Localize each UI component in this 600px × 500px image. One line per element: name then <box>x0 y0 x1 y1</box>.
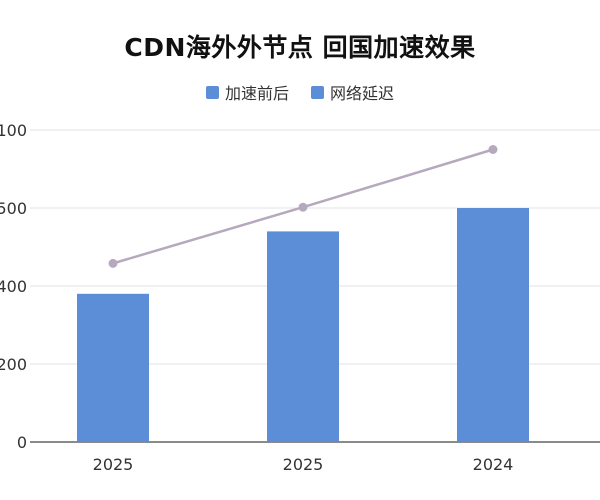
legend-label-bar: 加速前后 <box>224 84 289 103</box>
bar <box>77 293 149 442</box>
legend-item-line: 网络延迟 <box>311 80 394 104</box>
x-tick-label: 2024 <box>473 455 514 474</box>
legend-label-line: 网络延迟 <box>330 84 395 103</box>
legend: 加速前后 网络延迟 <box>0 80 600 104</box>
chart-title: CDN海外外节点 回国加速效果 <box>124 33 476 62</box>
y-tick-label: 100 <box>0 121 27 140</box>
legend-item-bar: 加速前后 <box>205 80 289 104</box>
y-tick-label: 0 <box>17 433 27 452</box>
y-tick-label: 500 <box>0 199 27 218</box>
x-tick-label: 2025 <box>283 455 324 474</box>
y-tick-label: 400 <box>0 277 27 296</box>
line-point <box>298 202 308 212</box>
line-point <box>488 145 498 154</box>
y-tick-label: 200 <box>0 355 27 374</box>
x-tick-label: 2025 <box>93 455 134 474</box>
legend-swatch-line <box>311 85 324 99</box>
line-point <box>108 258 118 268</box>
bar <box>457 208 529 442</box>
legend-swatch-bar <box>205 85 219 99</box>
bar <box>267 231 339 442</box>
